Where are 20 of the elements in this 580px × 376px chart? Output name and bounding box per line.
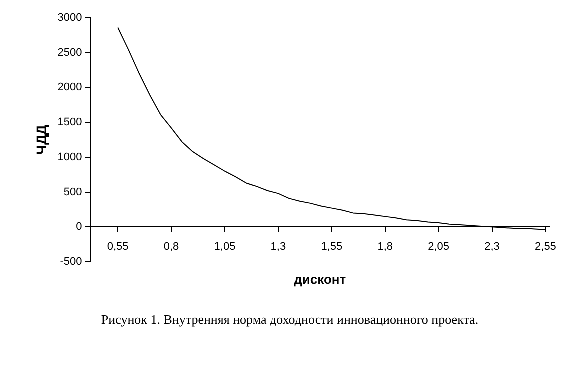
x-tick-label: 2,05 xyxy=(428,240,450,253)
y-tick-label: 3000 xyxy=(58,12,82,24)
x-tick-label: 1,8 xyxy=(378,240,393,253)
x-tick-label: 0,8 xyxy=(164,240,180,253)
y-axis-title: ЧДД xyxy=(33,125,50,155)
y-tick-label: 0 xyxy=(76,221,82,234)
y-tick-label: 1500 xyxy=(58,116,82,129)
x-axis-title: дисконт xyxy=(294,272,346,288)
x-tick-label: 0,55 xyxy=(107,240,129,253)
x-tick-label: 1,55 xyxy=(321,240,343,253)
y-tick-label: 1000 xyxy=(58,151,82,164)
x-tick-label: 2,3 xyxy=(484,240,500,253)
y-tick-label: 500 xyxy=(64,186,82,198)
x-tick-label: 1,3 xyxy=(270,240,286,253)
text: Рисунок 1. Внутренняя норма доходности инновационного проекта. xyxy=(100,312,480,328)
y-tick-label: -500 xyxy=(60,256,82,268)
x-tick-label: 1,05 xyxy=(214,240,236,253)
y-tick-label: 2000 xyxy=(58,82,82,94)
x-tick-label: 2,55 xyxy=(535,240,556,253)
y-tick-label: 2500 xyxy=(58,46,82,59)
